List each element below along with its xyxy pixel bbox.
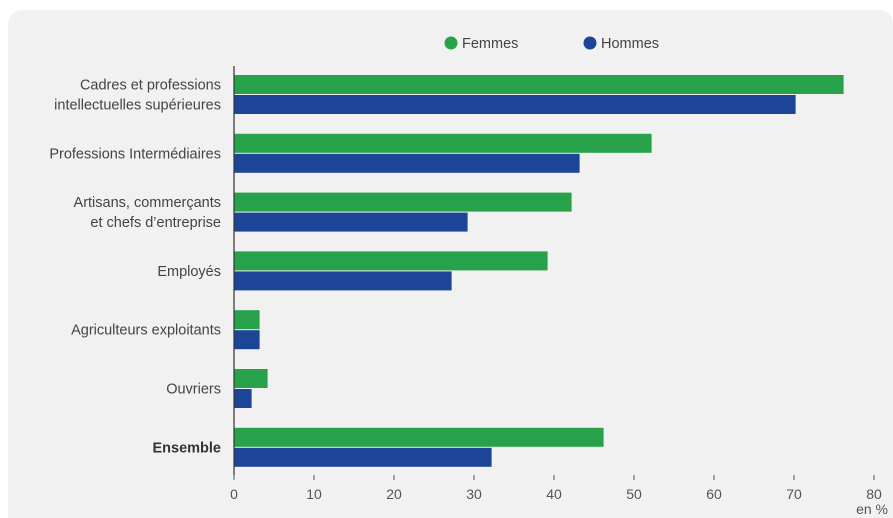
x-tick-label: 60: [706, 486, 722, 502]
bar-femmes: [234, 427, 604, 447]
bar-femmes: [234, 133, 652, 153]
legend-marker-hommes: [583, 36, 597, 50]
x-tick-label: 0: [230, 486, 238, 502]
bar-hommes: [234, 153, 580, 173]
x-tick-label: 50: [626, 486, 642, 502]
bar-femmes: [234, 192, 572, 212]
category-label: Employés: [157, 264, 221, 280]
bar-femmes: [234, 310, 260, 330]
bar-femmes: [234, 369, 268, 388]
x-tick-label: 10: [306, 486, 322, 502]
legend-label-femmes: Femmes: [462, 36, 518, 52]
bar-femmes: [234, 75, 844, 94]
category-label: intellectuelles supérieures: [54, 98, 221, 114]
x-tick-label: 30: [466, 486, 482, 502]
category-label: Cadres et professions: [80, 78, 221, 94]
bars: [234, 75, 844, 467]
category-label: Ouvriers: [166, 382, 221, 398]
x-tick-label: 80: [866, 486, 882, 502]
legend-label-hommes: Hommes: [601, 36, 659, 52]
x-tick-label: 20: [386, 486, 402, 502]
bar-hommes: [234, 447, 492, 467]
category-label: Ensemble: [153, 440, 222, 456]
bar-hommes: [234, 212, 468, 232]
category-label: Agriculteurs exploitants: [71, 323, 221, 339]
unit-label: en %: [856, 501, 888, 517]
category-label: Professions Intermédiaires: [49, 146, 221, 162]
x-tick-label: 70: [786, 486, 802, 502]
bar-hommes: [234, 95, 796, 114]
category-label: Artisans, commerçants: [74, 195, 221, 211]
bar-hommes: [234, 271, 452, 291]
x-tick-label: 40: [546, 486, 562, 502]
bar-hommes: [234, 389, 252, 408]
bar-femmes: [234, 251, 548, 271]
legend: Femmes Hommes: [444, 36, 659, 52]
category-labels: Cadres et professions intellectuelles sup…: [49, 78, 221, 457]
legend-marker-femmes: [444, 36, 458, 50]
bar-hommes: [234, 330, 260, 350]
category-label: et chefs d’entreprise: [90, 215, 221, 231]
